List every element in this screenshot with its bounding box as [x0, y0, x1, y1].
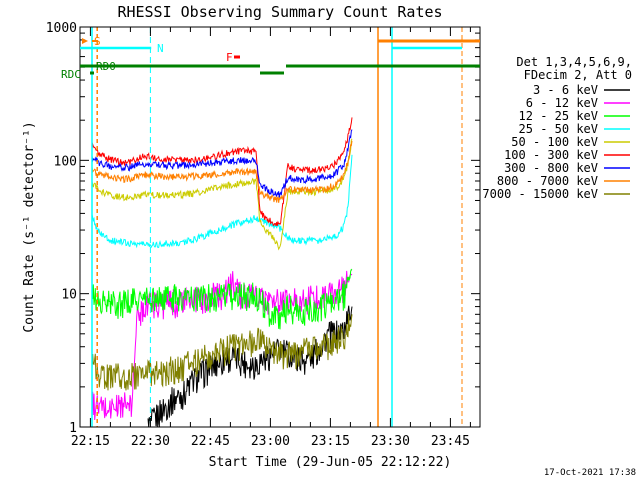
series-line-6	[91, 129, 353, 198]
series-line-7	[91, 140, 353, 203]
series-line-2	[91, 268, 353, 330]
series-line-3	[91, 154, 353, 249]
flag-label-rd0: RD0	[96, 60, 116, 73]
x-tick-label-2: 22:45	[191, 434, 230, 449]
y-tick-label-3: 1000	[46, 21, 77, 36]
legend-label-6: 300 - 800 keV	[504, 161, 598, 175]
timestamp-label: 17-Oct-2021 17:38	[544, 468, 636, 478]
x-tick-label-6: 23:45	[431, 434, 470, 449]
x-tick-label-5: 23:30	[371, 434, 410, 449]
legend-header-line-1: FDecim 2, Att 0	[524, 68, 632, 82]
flag-label-n: N	[157, 42, 164, 55]
legend-label-1: 6 - 12 keV	[526, 96, 598, 110]
legend-label-7: 800 - 7000 keV	[497, 174, 598, 188]
x-tick-label-0: 22:15	[71, 434, 110, 449]
legend-label-2: 12 - 25 keV	[519, 109, 598, 123]
x-tick-label-4: 23:15	[311, 434, 350, 449]
y-tick-label-2: 100	[54, 154, 77, 169]
legend-label-3: 25 - 50 keV	[519, 122, 598, 136]
y-axis-label: Count Rate (s⁻¹ detector⁻¹)	[22, 121, 37, 332]
flag-arrow-s	[82, 38, 88, 44]
x-axis-label: Start Time (29-Jun-05 22:12:22)	[209, 455, 452, 470]
legend-label-4: 50 - 100 keV	[511, 135, 598, 149]
legend-header-line-0: Det 1,3,4,5,6,9,	[516, 55, 632, 69]
y-tick-label-0: 1	[69, 421, 77, 436]
plot-frame	[79, 26, 481, 428]
legend-label-5: 100 - 300 keV	[504, 148, 598, 162]
chart-title: RHESSI Observing Summary Count Rates	[117, 3, 442, 21]
y-tick-label-1: 10	[61, 288, 77, 303]
x-tick-label-1: 22:30	[131, 434, 170, 449]
series-line-8	[91, 313, 353, 391]
flag-label-s: S	[94, 35, 101, 48]
x-tick-label-3: 23:00	[251, 434, 290, 449]
legend-label-0: 3 - 6 keV	[533, 83, 598, 97]
legend-label-8: 7000 - 15000 keV	[482, 187, 598, 201]
flag-label-rdc: RDC	[61, 68, 81, 81]
series-line-4	[91, 138, 353, 251]
flag-label-f: F	[226, 51, 233, 64]
